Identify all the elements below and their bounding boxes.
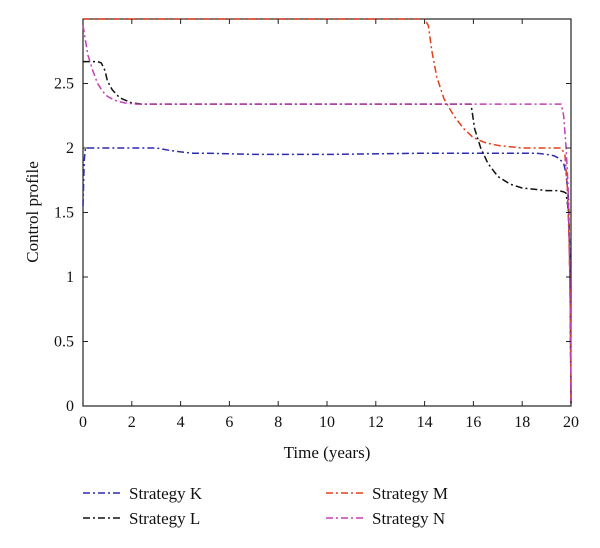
- x-tick-label: 18: [514, 414, 530, 431]
- y-tick-label: 2.5: [54, 76, 74, 93]
- legend: Strategy K Strategy M Strategy L Strategy N: [83, 484, 448, 528]
- x-tick-label: 20: [563, 414, 579, 431]
- x-axis: 0 2 4 6 8 10 12 14 16 18 20: [79, 19, 579, 431]
- x-tick-label: 4: [177, 414, 185, 431]
- legend-label-strategy-l: Strategy L: [129, 509, 200, 528]
- x-tick-label: 10: [319, 414, 335, 431]
- plot-area: [82, 18, 572, 407]
- x-axis-title: Time (years): [284, 443, 371, 462]
- y-axis-title: Control profile: [23, 161, 42, 263]
- y-tick-label: 0: [66, 398, 74, 415]
- x-tick-label: 6: [225, 414, 233, 431]
- y-tick-label: 1: [66, 269, 74, 286]
- series-line-strategy-k: [82, 147, 572, 400]
- y-axis: 0 0.5 1 1.5 2 2.5: [54, 76, 571, 415]
- x-tick-label: 2: [128, 414, 136, 431]
- x-tick-label: 12: [368, 414, 384, 431]
- series-layer: [82, 18, 572, 404]
- legend-label-strategy-n: Strategy N: [372, 509, 445, 528]
- legend-label-strategy-m: Strategy M: [372, 484, 448, 503]
- legend-label-strategy-k: Strategy K: [129, 484, 203, 503]
- x-tick-label: 14: [417, 414, 433, 431]
- x-tick-label: 8: [274, 414, 282, 431]
- y-tick-label: 2: [66, 140, 74, 157]
- y-tick-label: 1.5: [54, 205, 74, 222]
- series-line-strategy-l: [83, 60, 572, 404]
- y-tick-label: 0.5: [54, 334, 74, 351]
- x-tick-label: 16: [465, 414, 481, 431]
- x-tick-label: 0: [79, 414, 87, 431]
- series-line-strategy-m: [83, 18, 572, 404]
- series-line-strategy-n: [82, 25, 572, 404]
